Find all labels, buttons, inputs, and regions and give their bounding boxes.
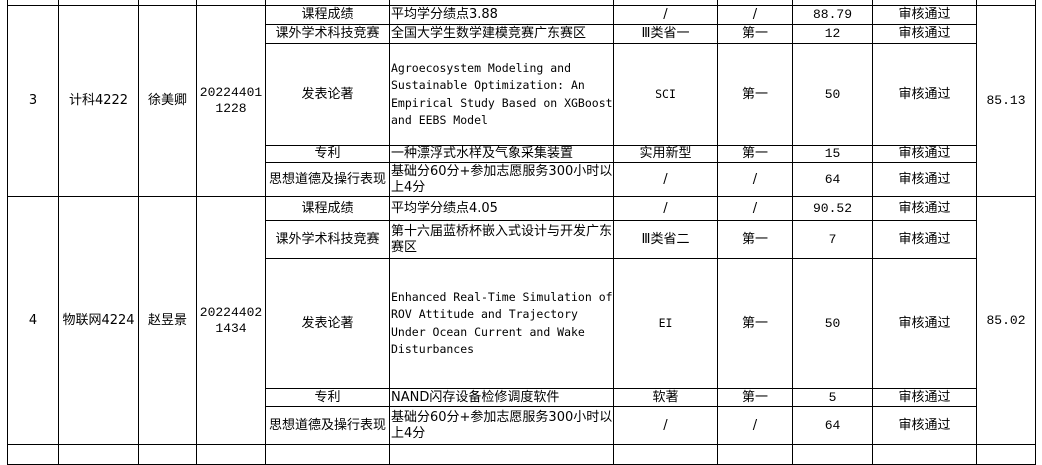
table-row: 3 计科4222 徐美卿 20224401 1228 课程成绩 平均学分绩点3.88//8… <box>7 5 1036 197</box>
item-score: 50 <box>792 43 873 146</box>
item-category: 专利 <box>265 388 390 407</box>
item-content: 基础分60分+参加志愿服务300小时以上4分 <box>389 162 614 197</box>
next-row-cell <box>196 444 266 465</box>
item-level: / <box>613 5 718 25</box>
item-category: 课程成绩 <box>265 196 390 221</box>
item-rank: 第一 <box>717 220 793 259</box>
item-rank: 第一 <box>717 43 793 146</box>
table-row: 4 物联网4224 赵昱景 20224402 1434 课程成绩 平均学分绩点4.05//… <box>7 196 1036 445</box>
class-name: 计科4222 <box>58 5 139 197</box>
item-rank: 第一 <box>717 24 793 44</box>
item-level: SCI <box>613 43 718 146</box>
item-score: 50 <box>792 258 873 389</box>
item-content: 全国大学生数学建模竞赛广东赛区 <box>389 24 614 44</box>
item-score: 64 <box>792 406 873 445</box>
item-rank: 第一 <box>717 258 793 389</box>
item-category: 思想道德及操行表现 <box>265 406 390 445</box>
item-content: Enhanced Real-Time Simulation of ROV Att… <box>389 258 614 389</box>
item-level: 软著 <box>613 388 718 407</box>
item-score: 90.52 <box>792 196 873 221</box>
next-row-cell <box>265 444 390 465</box>
row-index: 4 <box>7 196 59 445</box>
item-content: 一种漂浮式水样及气象采集装置 <box>389 145 614 163</box>
item-rank: 第一 <box>717 388 793 407</box>
item-category: 课外学术科技竞赛 <box>265 220 390 259</box>
next-row-cell <box>976 444 1036 465</box>
table-row: 发表论著 Agroecosystem Modeling and Sustainab… <box>8 43 1036 146</box>
review-status: 审核通过 <box>872 162 977 197</box>
next-row-cell <box>613 444 718 465</box>
item-rank: / <box>717 406 793 445</box>
item-content: NAND闪存设备检修调度软件 <box>389 388 614 407</box>
item-category: 发表论著 <box>265 258 390 389</box>
item-level: EI <box>613 258 718 389</box>
next-row-cell <box>389 444 614 465</box>
next-row-cell <box>872 444 977 465</box>
item-content: 基础分60分+参加志愿服务300小时以上4分 <box>389 406 614 445</box>
item-score: 12 <box>792 24 873 44</box>
review-status: 审核通过 <box>872 145 977 163</box>
item-category: 课外学术科技竞赛 <box>265 24 390 44</box>
student-id: 20224402 1434 <box>196 196 266 445</box>
next-row-cell <box>792 444 873 465</box>
item-score: 5 <box>792 388 873 407</box>
item-level: Ⅲ类省一 <box>613 24 718 44</box>
review-status: 审核通过 <box>872 406 977 445</box>
item-rank: 第一 <box>717 145 793 163</box>
total-score: 85.02 <box>976 196 1036 445</box>
total-score: 85.13 <box>976 5 1036 197</box>
table-row: 思想道德及操行表现 基础分60分+参加志愿服务300小时以上4分 //64 审核通过 <box>8 162 1036 197</box>
item-rank: / <box>717 196 793 221</box>
item-level: / <box>613 162 718 197</box>
item-score: 88.79 <box>792 5 873 25</box>
review-status: 审核通过 <box>872 388 977 407</box>
item-content: Agroecosystem Modeling and Sustainable O… <box>389 43 614 146</box>
review-status: 审核通过 <box>872 220 977 259</box>
student-id: 20224401 1228 <box>196 5 266 197</box>
student-name: 徐美卿 <box>138 5 197 197</box>
item-score: 15 <box>792 145 873 163</box>
item-level: Ⅲ类省二 <box>613 220 718 259</box>
item-category: 专利 <box>265 145 390 163</box>
table-row: 发表论著 Enhanced Real-Time Simulation of ROV… <box>8 258 1036 389</box>
review-status: 审核通过 <box>872 196 977 221</box>
next-row-cell <box>717 444 793 465</box>
next-row-cell <box>58 444 139 465</box>
item-content: 平均学分绩点3.88 <box>389 5 614 25</box>
item-level: 实用新型 <box>613 145 718 163</box>
item-score: 7 <box>792 220 873 259</box>
review-status: 审核通过 <box>872 43 977 146</box>
review-status: 审核通过 <box>872 258 977 389</box>
student-name: 赵昱景 <box>138 196 197 445</box>
next-row-cell <box>138 444 197 465</box>
next-row-cell <box>7 444 59 465</box>
item-rank: / <box>717 162 793 197</box>
item-category: 课程成绩 <box>265 5 390 25</box>
award-review-table: 3 计科4222 徐美卿 20224401 1228 课程成绩 平均学分绩点3.88//8… <box>7 0 1036 465</box>
item-content: 平均学分绩点4.05 <box>389 196 614 221</box>
item-score: 64 <box>792 162 873 197</box>
review-status: 审核通过 <box>872 24 977 44</box>
table-row: 思想道德及操行表现 基础分60分+参加志愿服务300小时以上4分 //64 审核通过 <box>8 406 1036 445</box>
class-name: 物联网4224 <box>58 196 139 445</box>
item-level: / <box>613 406 718 445</box>
item-level: / <box>613 196 718 221</box>
item-content: 第十六届蓝桥杯嵌入式设计与开发广东赛区 <box>389 220 614 259</box>
item-category: 思想道德及操行表现 <box>265 162 390 197</box>
item-rank: / <box>717 5 793 25</box>
item-category: 发表论著 <box>265 43 390 146</box>
review-status: 审核通过 <box>872 5 977 25</box>
row-index: 3 <box>7 5 59 197</box>
